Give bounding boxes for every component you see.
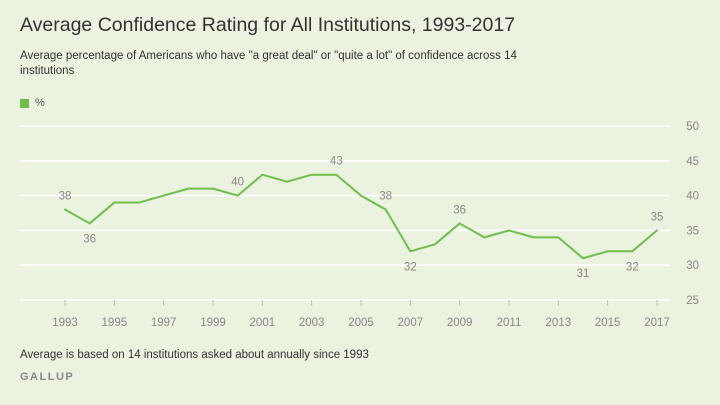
x-tick-label: 2005	[348, 317, 374, 329]
legend-label: %	[35, 97, 45, 109]
chart-title: Average Confidence Rating for All Instit…	[20, 14, 516, 36]
data-label: 43	[330, 156, 343, 168]
data-labels-group: 38 36 40 43 38 32 36 31 32 35	[59, 156, 664, 281]
data-label: 32	[626, 261, 639, 273]
x-tick-label: 2009	[447, 317, 473, 329]
x-tick-label: 2001	[250, 317, 276, 329]
y-tick-label: 35	[686, 225, 699, 237]
x-tick-label: 1993	[52, 317, 78, 329]
x-tick-label: 2003	[299, 317, 325, 329]
y-tick-label: 40	[686, 191, 699, 203]
data-label: 36	[83, 233, 96, 245]
data-label: 36	[453, 204, 466, 216]
y-tick-label: 25	[686, 295, 699, 307]
data-label: 38	[59, 191, 72, 203]
x-tick-label: 1995	[102, 317, 128, 329]
grid-lines	[20, 125, 670, 301]
x-tick-label: 2011	[497, 317, 522, 329]
data-label: 40	[231, 177, 244, 189]
y-tick-label: 30	[686, 260, 699, 272]
data-label: 31	[577, 268, 590, 280]
data-label: 38	[379, 191, 392, 203]
gallup-logo: GALLUP	[20, 371, 75, 383]
series-group	[64, 173, 658, 260]
x-tick-label: 2013	[546, 317, 572, 329]
x-tick-label: 2017	[644, 317, 670, 329]
legend: %	[20, 97, 45, 109]
y-axis-ticks: 25 30 35 40 45 50	[686, 121, 699, 307]
y-tick-label: 50	[686, 121, 699, 133]
data-label: 35	[651, 211, 664, 223]
x-axis-ticks: 1993 1995 1997 1999 2001 2003 2005 2007 2009 2011…	[52, 300, 670, 329]
chart-subtitle: Average percentage of Americans who have…	[20, 50, 517, 77]
x-tick-label: 2015	[595, 317, 621, 329]
data-label: 32	[404, 261, 417, 273]
series-line	[64, 173, 658, 260]
legend-swatch	[20, 98, 29, 108]
x-tick-label: 1997	[151, 317, 177, 329]
x-tick-label: 2007	[398, 317, 424, 329]
x-tick-label: 1999	[200, 317, 226, 329]
footnote: Average is based on 14 institutions aske…	[20, 349, 369, 361]
y-tick-label: 45	[686, 156, 699, 168]
